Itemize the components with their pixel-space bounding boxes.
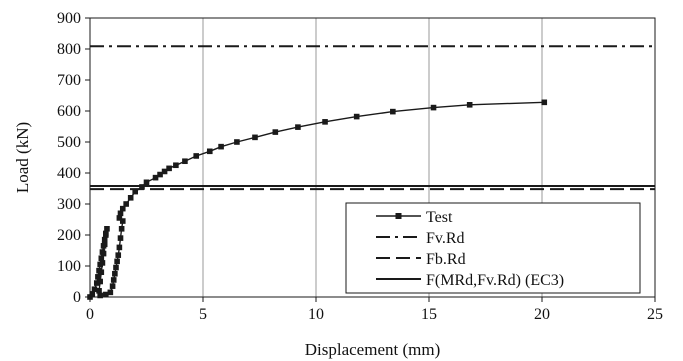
y-tick-label: 400 xyxy=(57,165,81,182)
test-data-point xyxy=(234,139,240,145)
x-tick-label: 15 xyxy=(421,306,437,323)
test-data-point xyxy=(101,241,108,248)
test-data-point xyxy=(161,168,168,175)
y-tick-label: 100 xyxy=(57,258,81,275)
test-data-point xyxy=(96,288,102,294)
test-data-point xyxy=(466,102,473,108)
test-data-point xyxy=(93,280,100,286)
test-data-point xyxy=(100,250,107,257)
test-data-point xyxy=(218,143,224,150)
x-axis-title: Displacement (mm) xyxy=(305,340,441,359)
test-data-point xyxy=(166,165,172,172)
x-tick-label: 0 xyxy=(86,306,94,323)
test-data-point xyxy=(112,270,118,277)
test-data-point xyxy=(272,129,279,135)
test-data-point xyxy=(252,134,258,141)
test-data-point xyxy=(97,292,103,299)
y-tick-label: 200 xyxy=(57,227,81,244)
test-data-point xyxy=(132,188,138,195)
test-data-point xyxy=(430,104,437,111)
y-tick-label: 300 xyxy=(57,196,81,213)
y-tick-label: 900 xyxy=(57,10,81,27)
test-data-point xyxy=(97,278,103,285)
test-data-point xyxy=(193,153,200,159)
test-data-point xyxy=(322,119,328,125)
test-data-point xyxy=(143,179,150,186)
test-data-point xyxy=(103,232,109,238)
test-data-point xyxy=(98,269,105,275)
test-data-point xyxy=(109,283,116,289)
y-axis-title: Load (kN) xyxy=(13,122,32,193)
x-tick-label: 20 xyxy=(534,306,550,323)
test-data-point xyxy=(353,113,360,120)
test-data-point xyxy=(103,291,109,298)
legend-marker xyxy=(395,213,402,219)
test-data-point xyxy=(89,291,96,297)
test-data-point xyxy=(206,148,213,155)
x-tick-label: 10 xyxy=(308,306,324,323)
test-data-point xyxy=(139,184,145,190)
legend-label: Test xyxy=(426,209,453,226)
test-data-point xyxy=(91,286,98,293)
legend-label: Fb.Rd xyxy=(426,251,466,268)
test-data-point xyxy=(118,226,125,232)
test-data-point xyxy=(127,195,134,201)
test-data-point xyxy=(110,277,117,283)
test-data-point xyxy=(123,201,129,207)
test-data-point xyxy=(117,235,124,241)
test-data-point xyxy=(119,218,126,224)
legend-label: F(MRd,Fv.Rd) (EC3) xyxy=(426,272,564,289)
test-data-point xyxy=(107,289,114,296)
y-tick-label: 700 xyxy=(57,72,81,89)
test-data-point xyxy=(116,244,123,251)
test-data-point xyxy=(115,252,122,258)
test-data-point xyxy=(104,226,110,232)
test-data-point xyxy=(99,260,106,266)
test-data-point xyxy=(182,158,188,165)
axis-ticks: 0 100 200 300 400 500 600 700 800 900 0 5 10 15 20 25 xyxy=(57,10,663,323)
test-data-point xyxy=(390,108,396,115)
y-tick-label: 600 xyxy=(57,103,81,120)
y-tick-label: 0 xyxy=(73,289,81,306)
plot-frame xyxy=(89,17,656,298)
test-data-point xyxy=(119,205,126,212)
legend: Test Fv.Rd Fb.Rd F(MRd,Fv.Rd) (EC3) xyxy=(345,202,641,294)
test-data-point xyxy=(101,236,108,243)
x-tick-label: 5 xyxy=(199,306,207,323)
test-data-point xyxy=(295,124,301,130)
test-data-point xyxy=(173,162,179,169)
legend-label: Fv.Rd xyxy=(426,230,465,247)
test-data-point xyxy=(541,99,548,106)
y-tick-label: 800 xyxy=(57,41,81,58)
test-data-point xyxy=(98,255,105,262)
test-data-point xyxy=(95,274,101,280)
reference-lines xyxy=(90,45,655,191)
x-tick-label: 25 xyxy=(647,306,663,323)
test-data-point xyxy=(157,171,163,178)
y-tick-label: 500 xyxy=(57,134,81,151)
test-data-point xyxy=(117,210,124,217)
test-data-point xyxy=(114,258,120,265)
test-series xyxy=(87,99,548,300)
test-data-point xyxy=(113,264,119,271)
test-data-point xyxy=(116,215,123,221)
test-data-point xyxy=(152,174,159,181)
